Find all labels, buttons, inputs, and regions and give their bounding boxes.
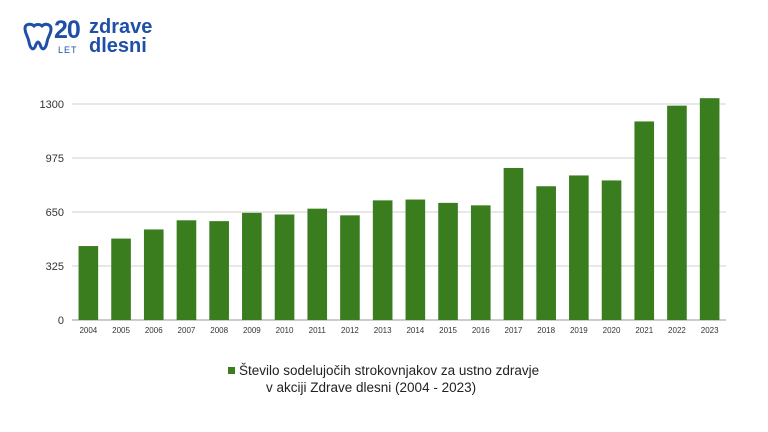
legend-swatch [228,367,235,374]
bar-2023 [699,98,720,320]
x-tick-label: 2011 [309,326,327,335]
x-tick-label: 2007 [178,326,196,335]
bar-2021 [634,121,655,320]
legend-label-line1: Število sodelujočih strokovnjakov za ust… [239,363,540,378]
y-tick-label: 1300 [40,99,64,111]
x-tick-label: 2017 [505,326,523,335]
x-tick-label: 2016 [472,326,490,335]
logo-text-zdrave: zdrave [89,16,153,38]
bar-2010 [274,214,295,320]
x-tick-label: 2005 [112,326,130,335]
y-tick-label: 0 [58,315,64,327]
bar-2017 [503,167,524,320]
x-tick-label: 2015 [439,326,457,335]
x-tick-label: 2004 [79,326,97,335]
x-tick-label: 2010 [276,326,294,335]
logo-number: 20 [54,16,81,44]
x-tick-label: 2023 [701,326,719,335]
x-tick-label: 2019 [570,326,588,335]
bar-2006 [143,229,164,320]
x-tick-label: 2018 [537,326,555,335]
bar-2019 [569,175,589,320]
bar-2007 [176,220,197,320]
x-tick-label: 2013 [374,326,392,335]
x-tick-label: 2006 [145,326,163,335]
logo-text-dlesni: dlesni [89,35,147,57]
logo: 20 LET zdrave dlesni [22,16,172,60]
bar-2004 [78,246,99,320]
bar-2013 [372,200,393,320]
x-tick-label: 2022 [668,326,686,335]
bars [78,98,720,321]
tooth-icon [23,22,53,51]
bar-2015 [438,202,458,320]
x-tick-label: 2009 [243,326,261,335]
y-tick-label: 975 [46,153,64,165]
bar-2016 [470,205,491,320]
gridlines [72,103,726,321]
bar-2005 [111,238,131,320]
bar-2011 [307,208,328,320]
bar-2018 [536,186,556,320]
x-tick-label: 2008 [210,326,228,335]
logo-let: LET [58,45,78,55]
x-tick-label: 2014 [406,326,424,335]
bar-2014 [405,199,426,320]
bar-2012 [340,215,360,320]
x-axis-ticks: 2004 2005 2006 2007 2008 2009 2010 2011 2012 2013… [79,326,719,335]
bar-2009 [242,212,262,320]
x-tick-label: 2012 [341,326,359,335]
bar-2008 [209,221,229,320]
y-axis-ticks: 0 325 650 975 1300 [40,99,64,327]
legend-label-line2: v akciji Zdrave dlesni (2004 - 2023) [266,380,477,395]
x-tick-label: 2021 [635,326,653,335]
y-tick-label: 325 [46,261,64,273]
bar-2022 [667,105,687,321]
x-tick-label: 2020 [603,326,621,335]
y-tick-label: 650 [46,207,64,219]
bar-2020 [601,180,622,320]
